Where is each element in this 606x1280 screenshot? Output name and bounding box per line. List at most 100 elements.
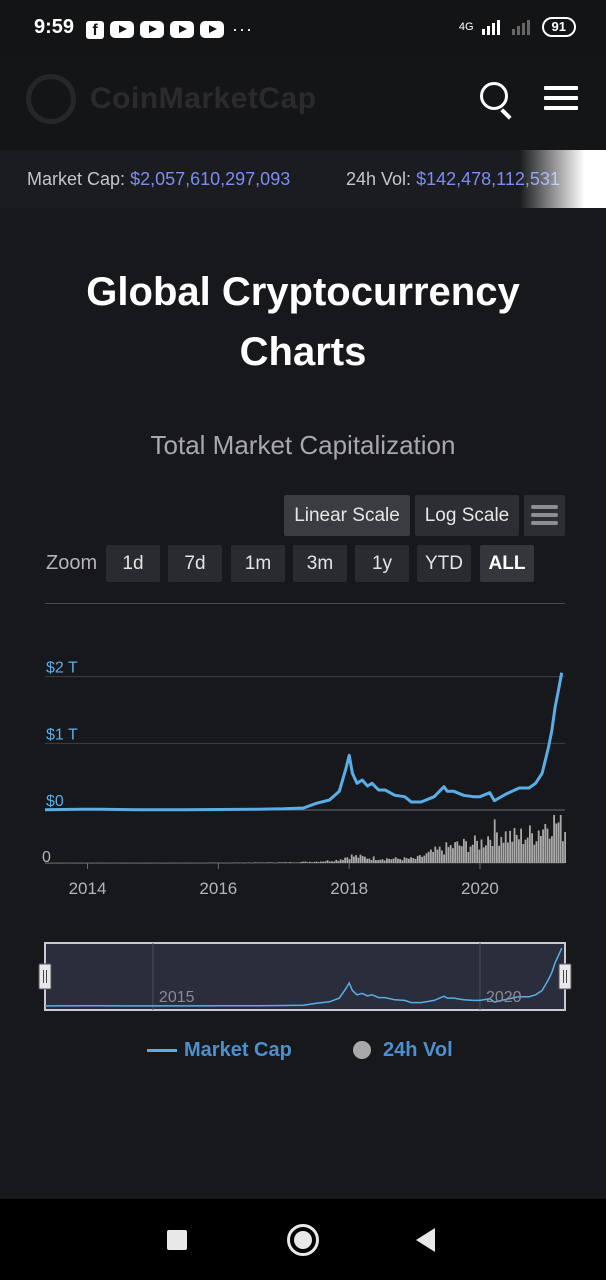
logo[interactable]: CoinMarketCap xyxy=(26,74,317,124)
zoom-1y-button[interactable]: 1y xyxy=(355,545,409,582)
facebook-icon: f xyxy=(86,20,104,39)
volume-bar xyxy=(243,862,245,864)
volume-bar xyxy=(58,862,60,864)
volume-bar xyxy=(282,862,285,863)
market-cap-chart[interactable]: $0 $1 T $2 T 0 2014 2016 2018 2020 2015 2020 xyxy=(0,620,606,1020)
volume-bar xyxy=(113,862,115,864)
volume-bar xyxy=(518,839,520,863)
volume-bar xyxy=(130,862,133,864)
menu-icon[interactable] xyxy=(544,84,578,112)
legend-24h-vol[interactable]: 24h Vol xyxy=(383,1039,453,1061)
volume-bar xyxy=(311,862,313,863)
volume-bar xyxy=(485,845,487,863)
home-icon[interactable] xyxy=(287,1224,319,1256)
zoom-3m-button[interactable]: 3m xyxy=(293,545,347,582)
volume-bar xyxy=(276,862,278,864)
x-tick-label: 2020 xyxy=(461,879,499,898)
volume-bar xyxy=(82,862,85,864)
chart-menu-icon[interactable] xyxy=(524,495,565,536)
volume-bar xyxy=(388,858,390,863)
volume-bar xyxy=(469,846,472,863)
volume-bar xyxy=(456,841,459,863)
volume-bar xyxy=(262,862,265,864)
volume-bar xyxy=(122,862,124,864)
status-bar: 9:59 f ··· 4G 91 xyxy=(0,0,606,58)
zoom-7d-button[interactable]: 7d xyxy=(168,545,222,582)
volume-bar xyxy=(291,862,294,863)
volume-bar xyxy=(359,854,362,863)
page-title-text: Global Cryptocurrency Charts xyxy=(86,270,520,374)
youtube-icon xyxy=(200,21,224,38)
volume-bar xyxy=(326,860,329,863)
volume-bar xyxy=(531,833,533,863)
volume-bar xyxy=(194,862,197,864)
zoom-1d-button[interactable]: 1d xyxy=(106,545,160,582)
volume-bar xyxy=(493,819,496,863)
volume-bar xyxy=(421,856,423,863)
navigator-handle[interactable] xyxy=(558,963,572,990)
volume-bar xyxy=(229,862,232,864)
volume-bar xyxy=(399,859,401,863)
volume-bar xyxy=(480,839,483,863)
volume-bar xyxy=(366,858,368,863)
volume-bar xyxy=(203,862,206,864)
volume-axis-label: 0 xyxy=(42,849,51,866)
y-tick-label: $1 T xyxy=(46,726,78,743)
volume-bar xyxy=(487,836,489,863)
volume-bar xyxy=(357,857,360,863)
volume-bar xyxy=(320,861,322,863)
system-status-icons: 4G 91 xyxy=(459,17,576,37)
legend-market-cap[interactable]: Market Cap xyxy=(184,1039,292,1061)
volume-bar xyxy=(344,857,346,863)
back-icon[interactable] xyxy=(416,1228,435,1252)
system-nav-bar xyxy=(0,1199,606,1280)
volume-bar xyxy=(509,830,511,863)
y-tick-label: $2 T xyxy=(46,660,78,677)
volume-bar xyxy=(304,861,307,863)
volume-bar xyxy=(489,839,492,863)
navigator-window xyxy=(44,942,566,1011)
signal-icon-secondary xyxy=(511,20,530,35)
market-cap-value[interactable]: $2,057,610,297,093 xyxy=(130,169,291,189)
volume-bar xyxy=(379,859,382,863)
more-notifications-icon: ··· xyxy=(232,19,253,39)
volume-bar xyxy=(370,859,373,863)
volume-bar xyxy=(331,861,333,863)
volume-bar xyxy=(137,862,140,864)
zoom-all-button[interactable]: ALL xyxy=(480,545,534,582)
volume-bar xyxy=(337,860,340,863)
volume-bar xyxy=(559,815,562,863)
volume-bar xyxy=(47,862,49,864)
volume-bar xyxy=(111,862,113,864)
recent-apps-icon[interactable] xyxy=(167,1230,187,1250)
volume-bar xyxy=(95,862,98,864)
volume-bar xyxy=(322,861,324,863)
zoom-ytd-button[interactable]: YTD xyxy=(417,545,471,582)
volume-bar xyxy=(117,862,120,864)
volume-bar xyxy=(234,862,236,864)
volume-bar xyxy=(474,835,476,863)
volume-bar xyxy=(555,823,558,863)
volume-bar xyxy=(260,862,263,864)
volume-bar xyxy=(218,862,221,864)
search-icon[interactable] xyxy=(478,80,514,120)
volume-bar xyxy=(471,844,474,863)
navigator-handle[interactable] xyxy=(38,963,52,990)
battery-icon: 91 xyxy=(541,17,576,37)
volume-bar xyxy=(544,823,547,863)
volume-bar xyxy=(278,862,280,863)
log-scale-button[interactable]: Log Scale xyxy=(415,495,519,536)
linear-scale-button[interactable]: Linear Scale xyxy=(284,495,410,536)
volume-bar xyxy=(298,862,300,863)
volume-bar xyxy=(133,862,135,864)
volume-bar xyxy=(333,861,335,863)
volume-bar xyxy=(328,861,331,863)
zoom-1m-button[interactable]: 1m xyxy=(231,545,285,582)
volume-bar xyxy=(507,842,509,863)
volume-label: 24h Vol: xyxy=(346,169,412,189)
volume-bar xyxy=(335,859,338,863)
volume-bar xyxy=(502,842,505,863)
volume-bar xyxy=(452,848,454,863)
volume-bar xyxy=(45,862,47,864)
volume-bar xyxy=(295,862,298,863)
